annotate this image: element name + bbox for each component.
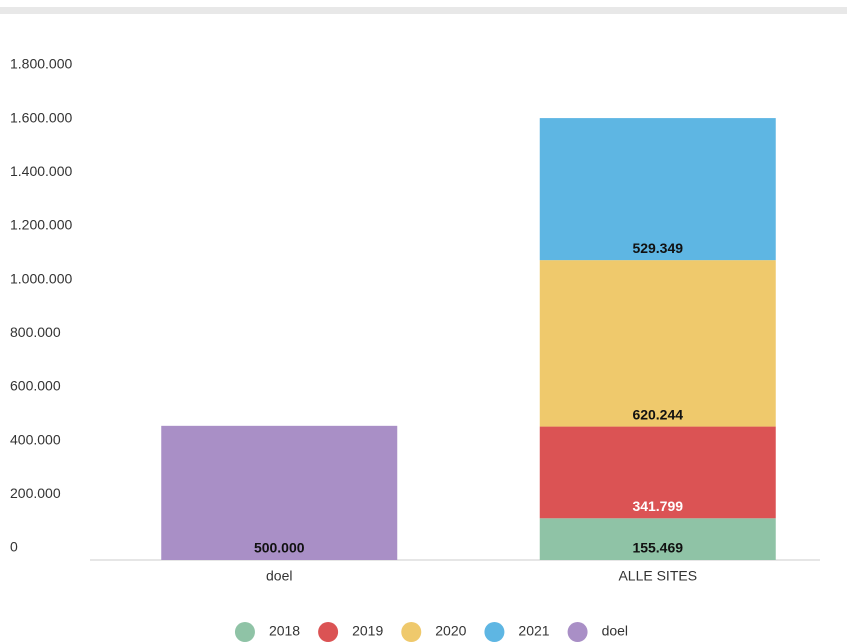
y-tick-label: 1.400.000 (10, 163, 72, 179)
data-label: 529.349 (632, 240, 683, 256)
legend-swatch (318, 622, 339, 642)
legend-label: 2021 (518, 623, 549, 639)
bar-segment (539, 518, 776, 560)
data-label: 155.469 (632, 540, 683, 556)
y-tick-label: 1.200.000 (10, 217, 72, 233)
bar-segment (539, 260, 776, 427)
data-label: 341.799 (632, 498, 683, 514)
data-label: 500.000 (254, 540, 305, 556)
x-tick-label: doel (266, 568, 292, 584)
legend-label: doel (602, 623, 628, 639)
y-tick-label: 1.000.000 (10, 270, 72, 286)
y-tick-label: 1.600.000 (10, 109, 72, 125)
legend-swatch (401, 622, 422, 642)
bar-segment (539, 118, 776, 261)
bar-segment (539, 426, 776, 519)
top-strip (0, 7, 847, 14)
y-tick-label: 800.000 (10, 324, 61, 340)
legend-label: 2019 (352, 623, 383, 639)
x-tick-label: ALLE SITES (618, 568, 697, 584)
y-tick-label: 0 (10, 539, 18, 555)
bar-segment (161, 425, 398, 560)
data-label: 620.244 (632, 406, 683, 422)
legend-swatch (484, 622, 505, 642)
y-tick-label: 600.000 (10, 378, 61, 394)
legend-swatch (567, 622, 588, 642)
y-tick-label: 400.000 (10, 431, 61, 447)
y-tick-label: 1.800.000 (10, 56, 72, 72)
legend-label: 2018 (269, 623, 300, 639)
y-tick-label: 200.000 (10, 485, 61, 501)
legend-label: 2020 (435, 623, 466, 639)
legend-swatch (234, 622, 255, 642)
